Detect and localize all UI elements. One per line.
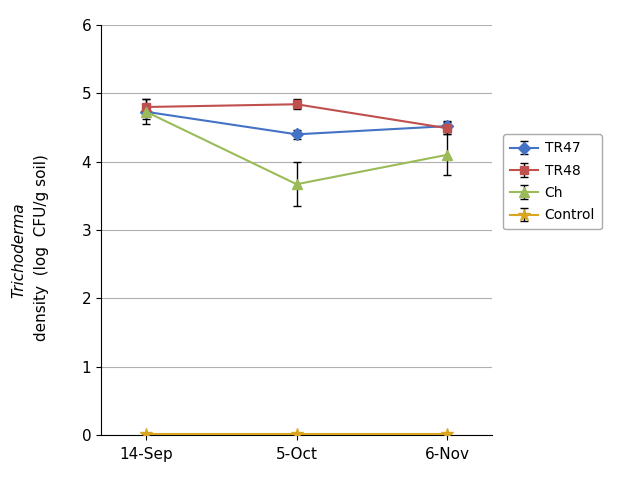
Legend: TR47, TR48, Ch, Control: TR47, TR48, Ch, Control	[503, 134, 602, 230]
Text: Trichoderma: Trichoderma	[11, 202, 27, 298]
Text: density  (log  CFU/g soil): density (log CFU/g soil)	[33, 154, 49, 346]
